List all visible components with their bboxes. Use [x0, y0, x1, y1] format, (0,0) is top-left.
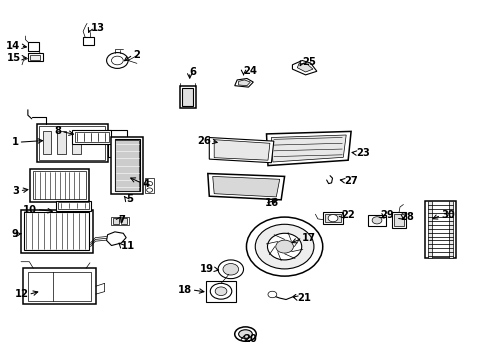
Ellipse shape [267, 291, 276, 298]
Text: 17: 17 [302, 233, 316, 243]
Ellipse shape [146, 188, 152, 192]
Polygon shape [234, 78, 253, 87]
Text: 14: 14 [6, 41, 20, 51]
Bar [121, 218, 127, 224]
Bar [115, 139, 140, 191]
Text: 21: 21 [297, 293, 311, 303]
Bar [58, 202, 89, 209]
Bar [28, 53, 43, 61]
Bar [56, 201, 91, 211]
Bar [37, 124, 107, 162]
Ellipse shape [327, 215, 337, 222]
Polygon shape [271, 135, 346, 162]
Text: 15: 15 [6, 53, 20, 63]
Bar [39, 126, 105, 160]
Text: 27: 27 [344, 176, 358, 186]
Text: 20: 20 [243, 334, 257, 344]
Bar [30, 55, 40, 60]
Text: 8: 8 [54, 126, 61, 136]
Text: 22: 22 [341, 210, 354, 220]
Bar [427, 201, 431, 258]
Ellipse shape [234, 327, 256, 341]
Text: 16: 16 [264, 198, 279, 208]
Text: 26: 26 [197, 136, 211, 146]
Polygon shape [292, 60, 316, 75]
Ellipse shape [275, 240, 293, 253]
Text: 10: 10 [22, 204, 37, 215]
Text: 23: 23 [355, 148, 369, 158]
Bar [391, 212, 405, 228]
Polygon shape [207, 174, 284, 200]
Polygon shape [209, 138, 273, 163]
Ellipse shape [215, 287, 226, 296]
Ellipse shape [246, 217, 322, 276]
Ellipse shape [223, 264, 238, 275]
Text: 3: 3 [13, 186, 20, 196]
Bar [322, 212, 343, 224]
Polygon shape [297, 63, 312, 72]
Polygon shape [238, 80, 250, 86]
Bar [42, 131, 51, 154]
Bar [33, 171, 86, 199]
Ellipse shape [238, 330, 252, 338]
Bar [111, 137, 143, 194]
Text: 1: 1 [11, 137, 19, 147]
Text: 7: 7 [118, 215, 125, 225]
Ellipse shape [111, 56, 123, 65]
Text: 12: 12 [14, 289, 28, 300]
Ellipse shape [255, 224, 313, 269]
Text: 25: 25 [302, 57, 315, 67]
Bar [75, 132, 109, 142]
Text: 11: 11 [121, 240, 135, 251]
Bar [30, 169, 89, 202]
Bar [182, 88, 193, 106]
Ellipse shape [218, 260, 243, 279]
Bar [113, 218, 119, 224]
Text: 19: 19 [200, 264, 214, 274]
Polygon shape [212, 176, 279, 197]
Bar [448, 201, 452, 258]
Bar [107, 130, 127, 157]
Text: 28: 28 [399, 212, 413, 222]
Text: 13: 13 [90, 23, 104, 33]
Polygon shape [214, 140, 269, 160]
Bar [28, 272, 91, 301]
Bar [425, 201, 455, 258]
Ellipse shape [106, 53, 128, 68]
Text: 6: 6 [189, 67, 196, 77]
Bar [393, 214, 403, 226]
Bar [20, 210, 93, 253]
Ellipse shape [146, 181, 152, 186]
Bar [111, 217, 128, 225]
Text: 4: 4 [142, 179, 150, 189]
Bar [24, 212, 89, 250]
Text: 24: 24 [243, 66, 257, 76]
Bar [145, 178, 154, 193]
Text: 29: 29 [380, 210, 393, 220]
Bar [57, 131, 66, 154]
Bar [115, 140, 139, 191]
Text: 18: 18 [177, 285, 191, 295]
Bar [72, 130, 111, 144]
Polygon shape [266, 131, 350, 166]
Ellipse shape [210, 283, 231, 299]
Bar [72, 131, 81, 154]
Text: 30: 30 [440, 210, 454, 220]
Text: 5: 5 [126, 194, 133, 204]
Ellipse shape [267, 233, 301, 260]
Bar [367, 215, 386, 226]
Text: 2: 2 [133, 50, 140, 60]
Bar [324, 214, 341, 222]
Bar [180, 86, 195, 108]
Text: 9: 9 [12, 229, 19, 239]
Bar [28, 42, 39, 51]
Bar [23, 268, 96, 304]
Bar [206, 281, 235, 302]
Ellipse shape [371, 217, 381, 224]
Bar [83, 37, 94, 45]
Polygon shape [106, 232, 126, 246]
